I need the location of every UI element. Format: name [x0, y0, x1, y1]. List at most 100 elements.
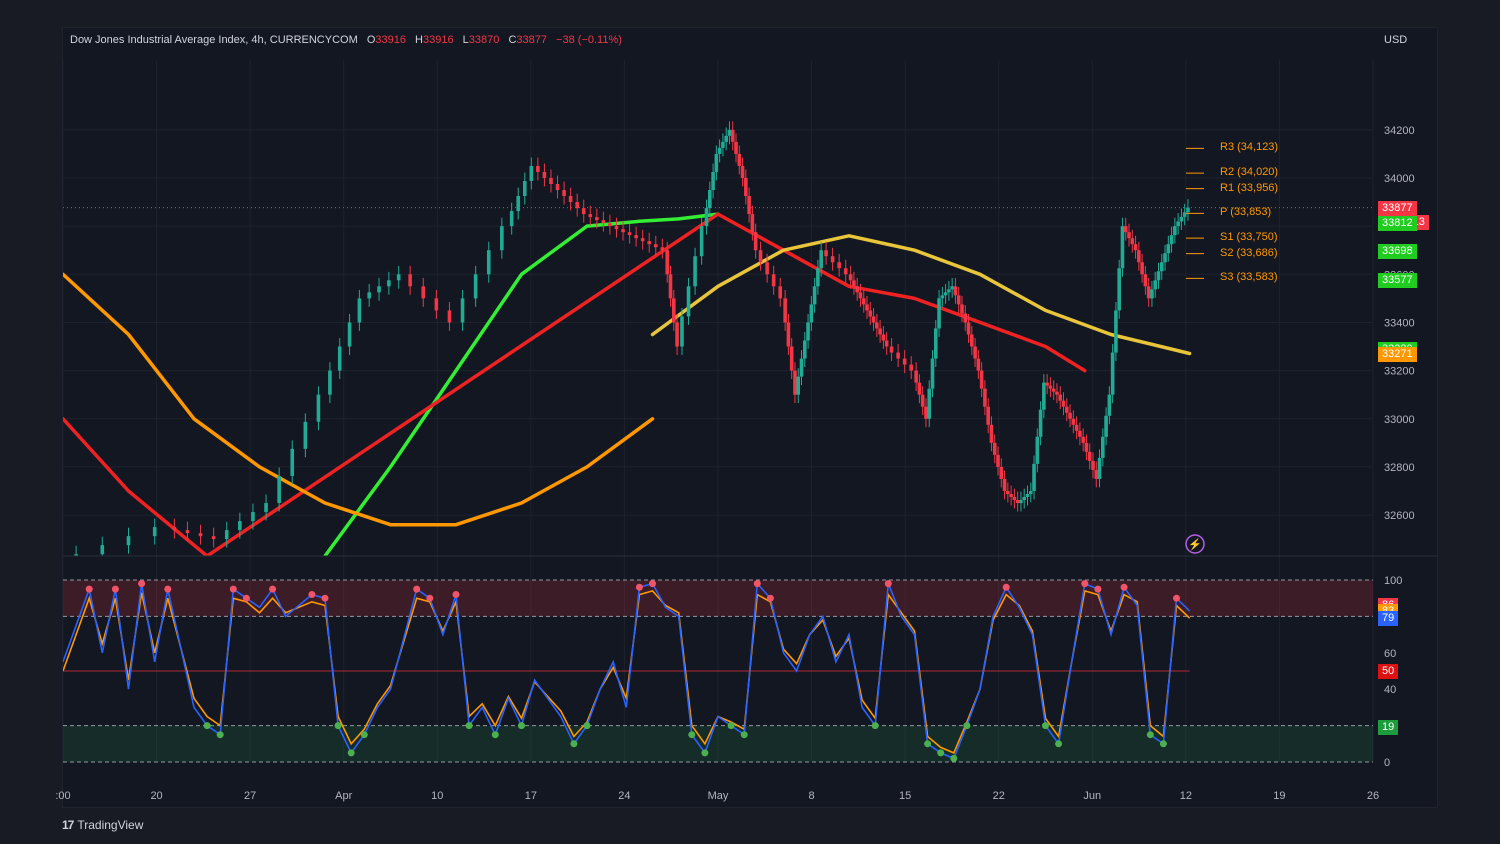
candle-body — [979, 370, 984, 389]
time-tick-label: 17 — [525, 790, 537, 802]
candle-body — [509, 211, 514, 227]
symbol-name: Dow Jones Industrial Average Index, 4h, … — [70, 34, 358, 46]
candle-body — [1048, 385, 1053, 389]
candle-body — [799, 358, 804, 377]
stochastic-cross-dot — [164, 585, 172, 593]
candle-body — [1032, 463, 1036, 491]
candle-body — [983, 388, 987, 407]
time-tick-label: 19 — [1273, 790, 1285, 802]
tradingview-brand[interactable]: 17 TradingView — [62, 818, 143, 832]
overbought-zone — [63, 580, 1373, 617]
stochastic-cross-dot — [229, 585, 237, 593]
candle-body — [902, 358, 907, 365]
candle-body — [1064, 406, 1069, 413]
candle-body — [976, 358, 981, 371]
candle-body — [1179, 216, 1184, 222]
candle-body — [224, 530, 229, 540]
svg-text:⚡: ⚡ — [1188, 538, 1202, 551]
time-tick-label: May — [708, 790, 729, 802]
candle-body — [614, 226, 619, 230]
pivot-label: P (33,853) — [1220, 206, 1272, 219]
candle-body — [721, 141, 725, 148]
candle-body — [933, 328, 938, 359]
candle-body — [963, 313, 968, 323]
stochastic-cross-dot — [924, 740, 932, 748]
candle-body — [516, 196, 521, 212]
price-axis-tag: 33812 — [1378, 216, 1417, 232]
candle-body — [1182, 212, 1187, 217]
oversold-zone — [63, 725, 1373, 762]
candle-body — [824, 250, 828, 257]
candle-body — [621, 229, 625, 233]
stochastic-cross-dot — [1042, 722, 1049, 730]
stochastic-cross-dot — [242, 594, 250, 602]
pivot-label: S2 (33,686) — [1220, 246, 1278, 259]
candle-body — [542, 171, 547, 178]
candle-body — [878, 328, 882, 335]
stochastic-cross-dot — [491, 731, 499, 739]
stochastic-axis-tag: 19 — [1378, 720, 1399, 736]
candle-body — [1163, 253, 1167, 263]
price-tick-label: 32800 — [1384, 462, 1415, 474]
candle-body — [858, 292, 863, 299]
currency-label[interactable]: USD — [1384, 34, 1408, 46]
candle-body — [460, 298, 465, 323]
candle-body — [970, 334, 974, 347]
candle-body — [1127, 232, 1131, 239]
candle-body — [486, 250, 491, 275]
candle-body — [1084, 442, 1089, 452]
change-value: −38 (−0.11%) — [556, 34, 622, 46]
candle-body — [1120, 226, 1125, 269]
candle-body — [1166, 244, 1171, 254]
stochastic-cross-dot — [308, 591, 316, 599]
alert-icon[interactable]: ⚡ — [1185, 534, 1205, 554]
candle-body — [500, 226, 504, 251]
candle-body — [714, 153, 719, 172]
candle-body — [671, 298, 676, 323]
price-tick-label: 34200 — [1384, 125, 1415, 137]
stochastic-tick-label: 100 — [1384, 575, 1402, 587]
pivot-label: S3 (33,583) — [1220, 271, 1278, 284]
open-label: O — [366, 34, 376, 46]
time-tick-label: 22 — [993, 790, 1005, 802]
time-tick-label: 27 — [244, 790, 256, 802]
stochastic-cross-dot — [85, 585, 93, 593]
candle-body — [680, 316, 684, 347]
candle-body — [734, 141, 738, 154]
candle-body — [396, 274, 401, 281]
stochastic-cross-dot — [727, 722, 735, 730]
candle-body — [1140, 262, 1144, 275]
candle-body — [793, 370, 797, 395]
stochastic-cross-dot — [360, 731, 368, 739]
candle-body — [927, 388, 932, 419]
tradingview-logo-icon: 17 — [62, 818, 74, 832]
candle-body — [357, 298, 362, 323]
stochastic-cross-dot — [570, 740, 578, 748]
candle-body — [992, 442, 997, 455]
candle-body — [377, 286, 381, 293]
symbol-legend[interactable]: Dow Jones Industrial Average Index, 4h, … — [70, 34, 622, 46]
candle-body — [875, 322, 879, 329]
candle-body — [1071, 418, 1076, 425]
candle-body — [986, 406, 990, 425]
candle-body — [896, 352, 900, 359]
candle-body — [536, 165, 540, 172]
stochastic-cross-dot — [1094, 585, 1102, 593]
candle-body — [549, 177, 553, 184]
candle-body — [473, 274, 478, 299]
high-value: 33916 — [423, 34, 454, 46]
candle-body — [789, 346, 794, 371]
candle-body — [819, 250, 823, 269]
candle-body — [884, 340, 889, 347]
candle-body — [1114, 310, 1118, 353]
candle-body — [316, 394, 321, 422]
candle-body — [421, 286, 426, 299]
candle-body — [185, 530, 190, 534]
candle-body — [1091, 460, 1095, 470]
candle-body — [1045, 382, 1049, 386]
candle-body — [1012, 497, 1017, 501]
candle-body — [947, 289, 951, 293]
candle-body — [837, 262, 841, 269]
candle-body — [1097, 457, 1102, 479]
